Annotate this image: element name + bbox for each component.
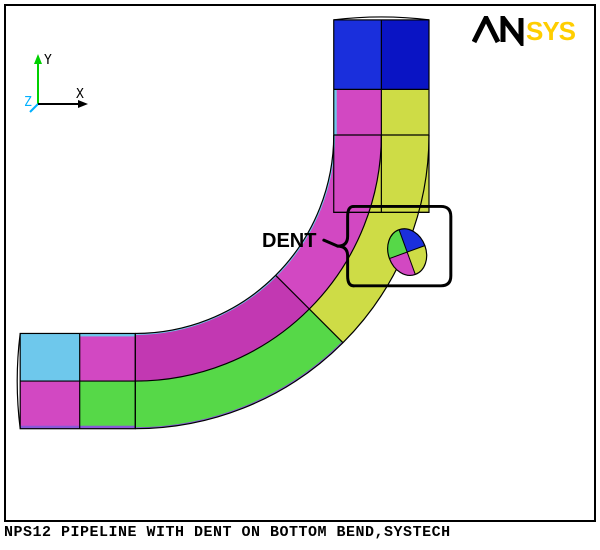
- render-viewport: SYS Y Z X: [4, 4, 596, 522]
- caption-text: NPS12 PIPELINE WITH DENT ON BOTTOM BEND,…: [4, 524, 596, 541]
- seg-lower-top: [80, 333, 136, 381]
- seg-top-end-left: [334, 20, 382, 89]
- seg-lower-end-bot: [20, 381, 80, 429]
- seg-lower-bot: [80, 381, 136, 429]
- seg-top-end-right: [381, 20, 429, 89]
- dent-label: DENT: [262, 230, 316, 253]
- pipe-model: [6, 6, 594, 520]
- seg-lower-end-top: [20, 333, 80, 381]
